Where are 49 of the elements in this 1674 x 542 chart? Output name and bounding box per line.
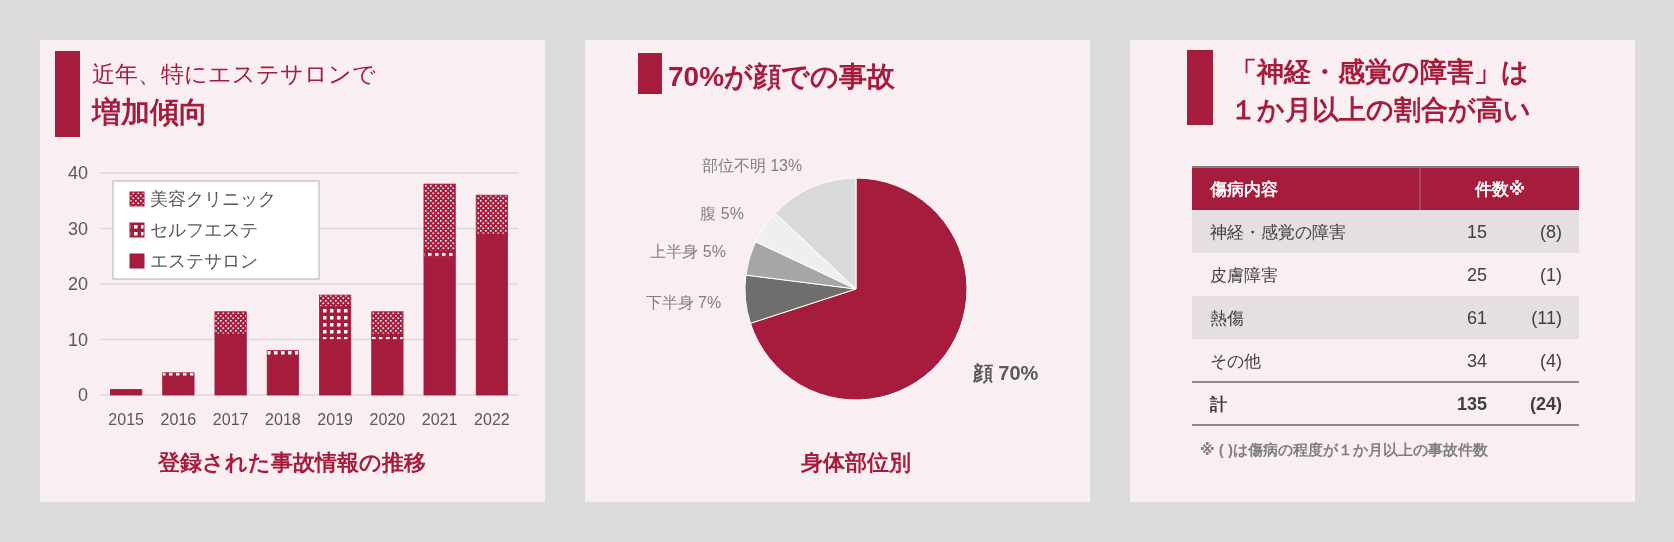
bar bbox=[110, 389, 143, 396]
text: 傷病内容 bbox=[1209, 180, 1278, 199]
x-tick-label: 2019 bbox=[317, 411, 354, 428]
text: 登録された事故情報の推移 bbox=[157, 450, 426, 475]
data-label: (11) bbox=[1531, 308, 1562, 328]
data-label: 61 bbox=[1466, 308, 1487, 328]
slice-label: 部位不明 13% bbox=[701, 156, 803, 174]
slice-label: 下半身 7% bbox=[645, 293, 722, 311]
text: ※ ( )は傷病の程度が１か月以上の事故件数 bbox=[1200, 441, 1489, 458]
category-label: 神経・感覚の障害 bbox=[1210, 223, 1346, 242]
chart-title: 70%が顔での事故 bbox=[668, 61, 897, 92]
data-label: 15 bbox=[1466, 222, 1487, 242]
text: 「神経・感覚の障害」は bbox=[1230, 57, 1529, 87]
x-tick-label: 2016 bbox=[160, 411, 197, 428]
chart-subtitle: 増加傾向 bbox=[91, 96, 208, 128]
data-label: 34 bbox=[1466, 351, 1487, 371]
data-label: (1) bbox=[1540, 265, 1562, 285]
x-tick-label: 2018 bbox=[265, 411, 301, 428]
legend-label: セルフエステ bbox=[150, 220, 258, 240]
slice-label: 腹 5% bbox=[700, 204, 744, 222]
series-label: 件数※ bbox=[1473, 180, 1526, 199]
category-label: その他 bbox=[1210, 352, 1261, 371]
y-tick-label: 30 bbox=[67, 218, 88, 239]
data-label: (8) bbox=[1540, 222, 1562, 242]
legend-label: エステサロン bbox=[150, 251, 258, 271]
data-label: (24) bbox=[1529, 394, 1562, 414]
y-tick-label: 20 bbox=[67, 274, 88, 294]
text: 身体部位別 bbox=[800, 450, 911, 475]
category-label: 皮膚障害 bbox=[1210, 266, 1278, 285]
y-tick-label: 0 bbox=[77, 385, 88, 405]
bar bbox=[371, 339, 404, 396]
y-tick-label: 10 bbox=[67, 329, 88, 350]
x-tick-label: 2021 bbox=[421, 411, 458, 428]
x-tick-label: 2017 bbox=[212, 411, 249, 428]
slice-label: 顔 70% bbox=[971, 361, 1039, 384]
y-tick-label: 40 bbox=[67, 163, 88, 183]
x-tick-label: 2020 bbox=[369, 411, 406, 428]
legend-label: 美容クリニック bbox=[150, 189, 276, 209]
category-label: 熱傷 bbox=[1210, 309, 1244, 328]
text: １か月以上の割合が高い bbox=[1230, 95, 1531, 125]
data-label: 135 bbox=[1456, 394, 1487, 414]
category-label: 計 bbox=[1209, 395, 1227, 414]
x-tick-label: 2022 bbox=[474, 411, 510, 428]
slice-label: 上半身 5% bbox=[650, 243, 726, 261]
x-tick-label: 2015 bbox=[108, 411, 145, 428]
bar bbox=[423, 255, 456, 396]
data-label: 25 bbox=[1466, 265, 1487, 285]
data-label: (4) bbox=[1540, 351, 1562, 371]
chart-title: 近年、特にエステサロンで bbox=[92, 61, 376, 87]
